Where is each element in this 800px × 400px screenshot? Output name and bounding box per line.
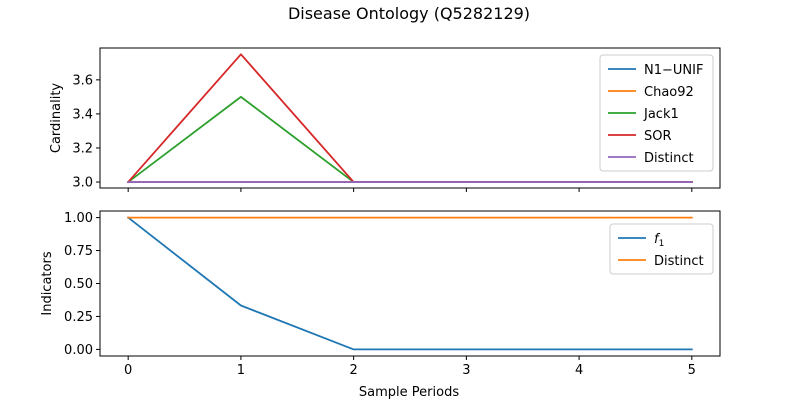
x-tick-label: 2 bbox=[349, 363, 357, 378]
x-tick-label: 4 bbox=[575, 363, 583, 378]
y-tick-label: 3.0 bbox=[72, 176, 93, 191]
x-tick-label: 0 bbox=[124, 363, 132, 378]
y-axis-label: Cardinality bbox=[49, 83, 64, 154]
y-axis-label: Indicators bbox=[40, 251, 55, 315]
legend-label: N1−UNIF bbox=[644, 63, 703, 78]
y-tick-label: 0.75 bbox=[64, 244, 93, 259]
x-tick-label: 1 bbox=[237, 363, 245, 378]
legend-label: f1 bbox=[654, 232, 664, 249]
x-tick-label: 3 bbox=[462, 363, 470, 378]
y-tick-label: 3.2 bbox=[72, 141, 93, 156]
x-tick-label: 5 bbox=[688, 363, 696, 378]
y-tick-label: 3.6 bbox=[72, 73, 93, 88]
series-line bbox=[126, 216, 693, 351]
chart-title: Disease Ontology (Q5282129) bbox=[288, 4, 530, 23]
y-tick-label: 1.00 bbox=[64, 211, 93, 226]
legend-label: Distinct bbox=[654, 254, 704, 269]
legend-label: Chao92 bbox=[644, 85, 694, 100]
legend-label: Jack1 bbox=[643, 107, 679, 122]
legend-box bbox=[609, 223, 714, 275]
x-axis-label: Sample Periods bbox=[359, 385, 459, 400]
y-tick-label: 0.00 bbox=[64, 343, 93, 358]
legend-box bbox=[599, 54, 714, 172]
cardinality-panel: 3.0 3.2 3.4 3.6 Cardinality N1−UNIF Chao92 Jack… bbox=[49, 47, 721, 192]
y-tick-label: 3.4 bbox=[72, 107, 93, 122]
legend-label: SOR bbox=[644, 129, 672, 144]
indicators-panel: 0 1 2 3 4 5 0.00 0.25 0.50 0.75 1.00 Indicators f1 Di… bbox=[40, 210, 721, 378]
y-tick-label: 0.50 bbox=[64, 277, 93, 292]
y-tick-label: 0.25 bbox=[64, 310, 93, 325]
legend-label: Distinct bbox=[644, 151, 694, 166]
